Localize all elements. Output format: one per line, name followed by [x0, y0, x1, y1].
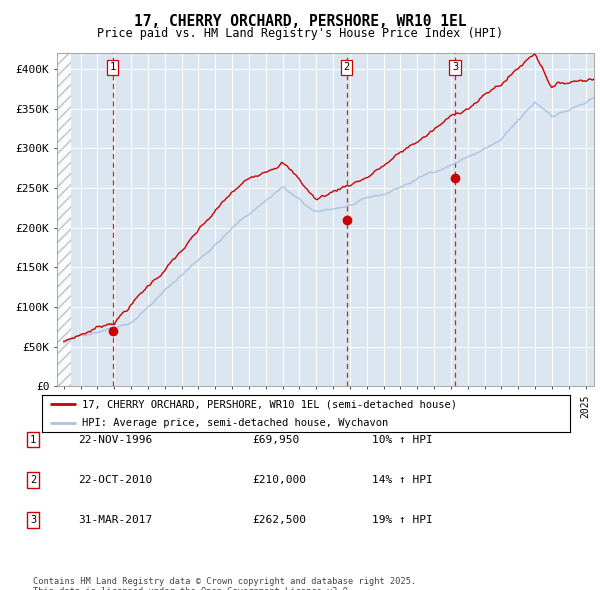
Text: 17, CHERRY ORCHARD, PERSHORE, WR10 1EL: 17, CHERRY ORCHARD, PERSHORE, WR10 1EL: [134, 14, 466, 30]
Text: Contains HM Land Registry data © Crown copyright and database right 2025.
This d: Contains HM Land Registry data © Crown c…: [33, 577, 416, 590]
Text: 19% ↑ HPI: 19% ↑ HPI: [372, 515, 433, 525]
Text: £262,500: £262,500: [252, 515, 306, 525]
Text: 3: 3: [452, 63, 458, 73]
Text: £69,950: £69,950: [252, 435, 299, 444]
Text: 31-MAR-2017: 31-MAR-2017: [78, 515, 152, 525]
Text: 10% ↑ HPI: 10% ↑ HPI: [372, 435, 433, 444]
Text: Price paid vs. HM Land Registry's House Price Index (HPI): Price paid vs. HM Land Registry's House …: [97, 27, 503, 40]
Bar: [57, 53, 71, 386]
Text: 17, CHERRY ORCHARD, PERSHORE, WR10 1EL (semi-detached house): 17, CHERRY ORCHARD, PERSHORE, WR10 1EL (…: [82, 399, 457, 409]
Text: 14% ↑ HPI: 14% ↑ HPI: [372, 475, 433, 484]
Text: 2: 2: [30, 475, 36, 484]
Text: 1: 1: [30, 435, 36, 444]
Text: HPI: Average price, semi-detached house, Wychavon: HPI: Average price, semi-detached house,…: [82, 418, 388, 428]
Text: 1: 1: [109, 63, 116, 73]
Text: 22-OCT-2010: 22-OCT-2010: [78, 475, 152, 484]
Text: 2: 2: [343, 63, 350, 73]
Text: 22-NOV-1996: 22-NOV-1996: [78, 435, 152, 444]
Text: 3: 3: [30, 515, 36, 525]
Text: £210,000: £210,000: [252, 475, 306, 484]
